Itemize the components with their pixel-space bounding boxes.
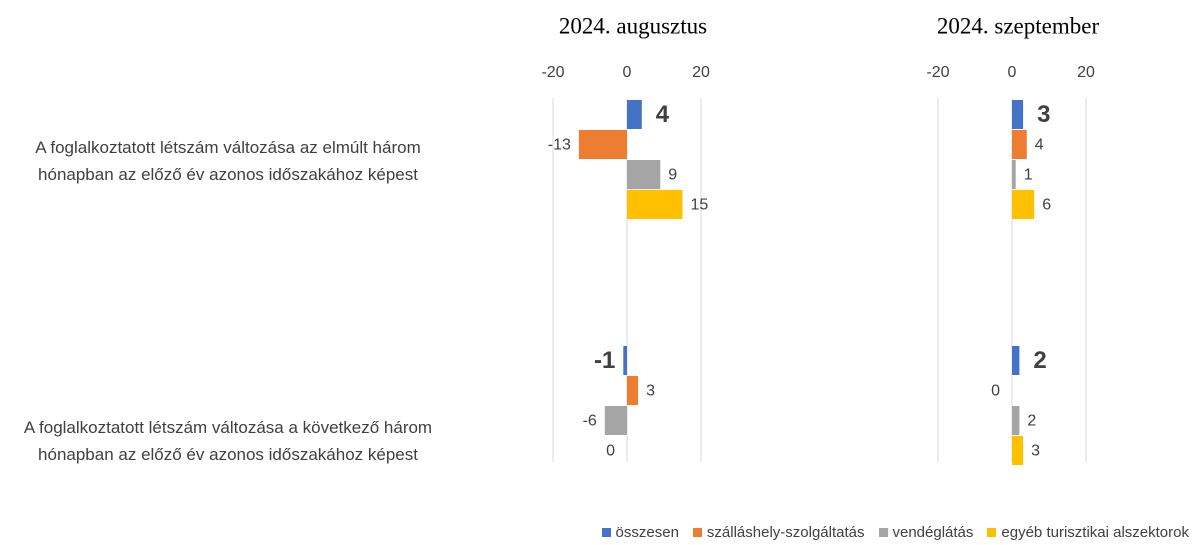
category-label: A foglalkoztatott létszám változása a kö… bbox=[23, 418, 433, 464]
x-tick-label: -20 bbox=[926, 64, 949, 81]
value-label: 0 bbox=[606, 443, 615, 460]
legend-item: összesen bbox=[601, 524, 679, 541]
x-tick-label: 0 bbox=[623, 64, 632, 81]
bar bbox=[1012, 406, 1020, 435]
value-label: -6 bbox=[583, 413, 597, 430]
legend: összesen szálláshely-szolgáltatás vendéglá… bbox=[601, 524, 1189, 541]
bar bbox=[578, 130, 627, 159]
value-label: -1 bbox=[594, 347, 615, 374]
bar bbox=[627, 100, 642, 129]
value-label: 2 bbox=[1027, 413, 1036, 430]
bar bbox=[1012, 100, 1024, 129]
x-tick-label: 0 bbox=[1008, 64, 1017, 81]
value-label: 4 bbox=[1035, 137, 1044, 154]
x-tick-label: -20 bbox=[541, 64, 564, 81]
value-label: 9 bbox=[668, 167, 677, 184]
legend-swatch bbox=[692, 528, 702, 537]
value-label: 0 bbox=[991, 383, 1000, 400]
value-label: 15 bbox=[691, 197, 709, 214]
legend-swatch bbox=[987, 528, 997, 537]
legend-label: vendéglátás bbox=[892, 524, 974, 541]
value-label: 3 bbox=[1031, 443, 1040, 460]
value-label: 3 bbox=[1037, 101, 1050, 128]
value-label: 4 bbox=[656, 101, 670, 128]
legend-label: szálláshely-szolgáltatás bbox=[706, 524, 865, 541]
x-tick-label: 20 bbox=[1077, 64, 1095, 81]
bar bbox=[1012, 190, 1035, 219]
bar bbox=[1012, 130, 1027, 159]
legend-item: egyéb turisztikai alszektorok bbox=[987, 524, 1189, 541]
bar bbox=[627, 376, 639, 405]
bar bbox=[627, 160, 661, 189]
legend-item: vendéglátás bbox=[878, 524, 974, 541]
category-label: A foglalkoztatott létszám változása az e… bbox=[35, 138, 421, 184]
value-label: 2 bbox=[1033, 347, 1046, 374]
bar bbox=[604, 406, 627, 435]
bar bbox=[623, 346, 627, 375]
value-label: 3 bbox=[646, 383, 655, 400]
panel-title: 2024. augusztus bbox=[559, 13, 707, 38]
bar bbox=[1012, 436, 1024, 465]
x-tick-label: 20 bbox=[692, 64, 710, 81]
bar bbox=[1012, 346, 1020, 375]
legend-swatch bbox=[601, 528, 611, 537]
legend-swatch bbox=[878, 528, 888, 537]
legend-label: összesen bbox=[615, 524, 679, 541]
value-label: 6 bbox=[1042, 197, 1051, 214]
bar bbox=[627, 190, 683, 219]
legend-label: egyéb turisztikai alszektorok bbox=[1001, 524, 1189, 541]
value-label: 1 bbox=[1024, 167, 1033, 184]
bar bbox=[1012, 160, 1016, 189]
legend-item: szálláshely-szolgáltatás bbox=[692, 524, 865, 541]
panel-title: 2024. szeptember bbox=[937, 13, 1100, 38]
value-label: -13 bbox=[548, 137, 571, 154]
